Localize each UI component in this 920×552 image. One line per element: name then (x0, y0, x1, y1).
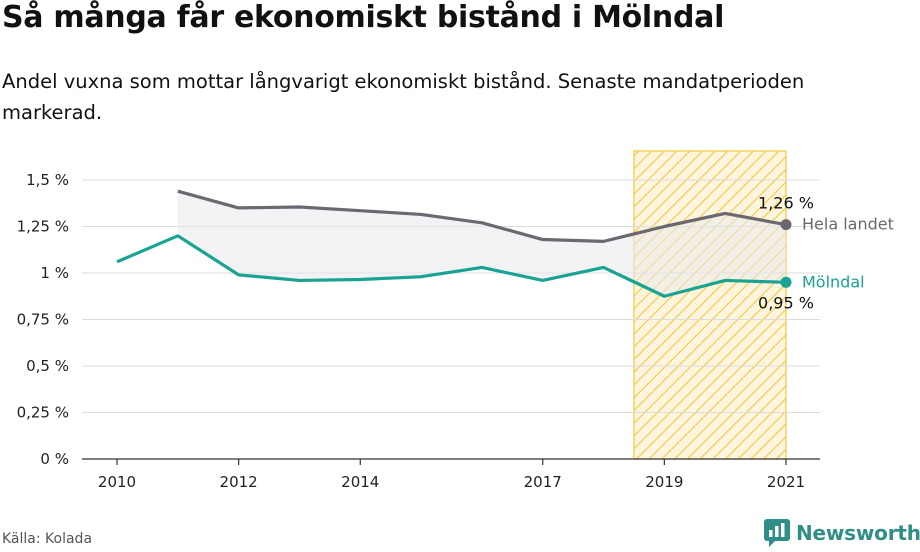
source-note: Källa: Kolada (2, 531, 93, 547)
y-tick-label: 1 % (40, 264, 69, 282)
highlight-period (633, 150, 787, 460)
y-tick-label: 1,25 % (17, 218, 69, 236)
value-label: 0,95 % (758, 293, 814, 312)
value-label: 1,26 % (758, 194, 814, 213)
y-tick-label: 1,5 % (26, 171, 69, 189)
end-labels: Hela landet 1,26 % Mölndal 0,95 % (758, 194, 894, 313)
newsworthy-logo-icon (764, 519, 790, 547)
chart-title: Så många får ekonomiskt bistånd i Mölnda… (2, 0, 725, 35)
difference-area (177, 191, 786, 297)
difference-band (177, 191, 786, 297)
y-tick-label: 0,25 % (17, 404, 69, 422)
series-name-label: Hela landet (802, 215, 894, 234)
y-tick-label: 0 % (40, 450, 69, 468)
series-name-label: Mölndal (802, 272, 865, 291)
x-tick-label: 2014 (341, 473, 379, 491)
x-tick-label: 2019 (645, 473, 683, 491)
y-tick-label: 0,5 % (26, 357, 69, 375)
x-tick-label: 2012 (220, 473, 258, 491)
series-line-molndal (116, 234, 787, 298)
brand-name: Newsworthy (796, 521, 920, 545)
brand: Newsworthy (764, 519, 920, 547)
y-tick-label: 0,75 % (17, 311, 69, 329)
x-tick-label: 2010 (98, 473, 136, 491)
series-line-hela-landet (177, 189, 787, 243)
chart-subtitle: Andel vuxna som mottar långvarigt ekonom… (2, 70, 805, 124)
gridlines: 0 % 0,25 % 0,5 % 0,75 % 1 % 1,25 % 1,5 % (17, 171, 820, 468)
end-point (780, 219, 792, 231)
end-point (780, 276, 792, 288)
x-tick-label: 2017 (524, 473, 562, 491)
x-tick-label: 2021 (767, 473, 805, 491)
x-axis: 2010 2012 2014 2017 2019 2021 (82, 458, 820, 491)
highlight-rect (633, 150, 787, 460)
series-lines (116, 189, 792, 298)
